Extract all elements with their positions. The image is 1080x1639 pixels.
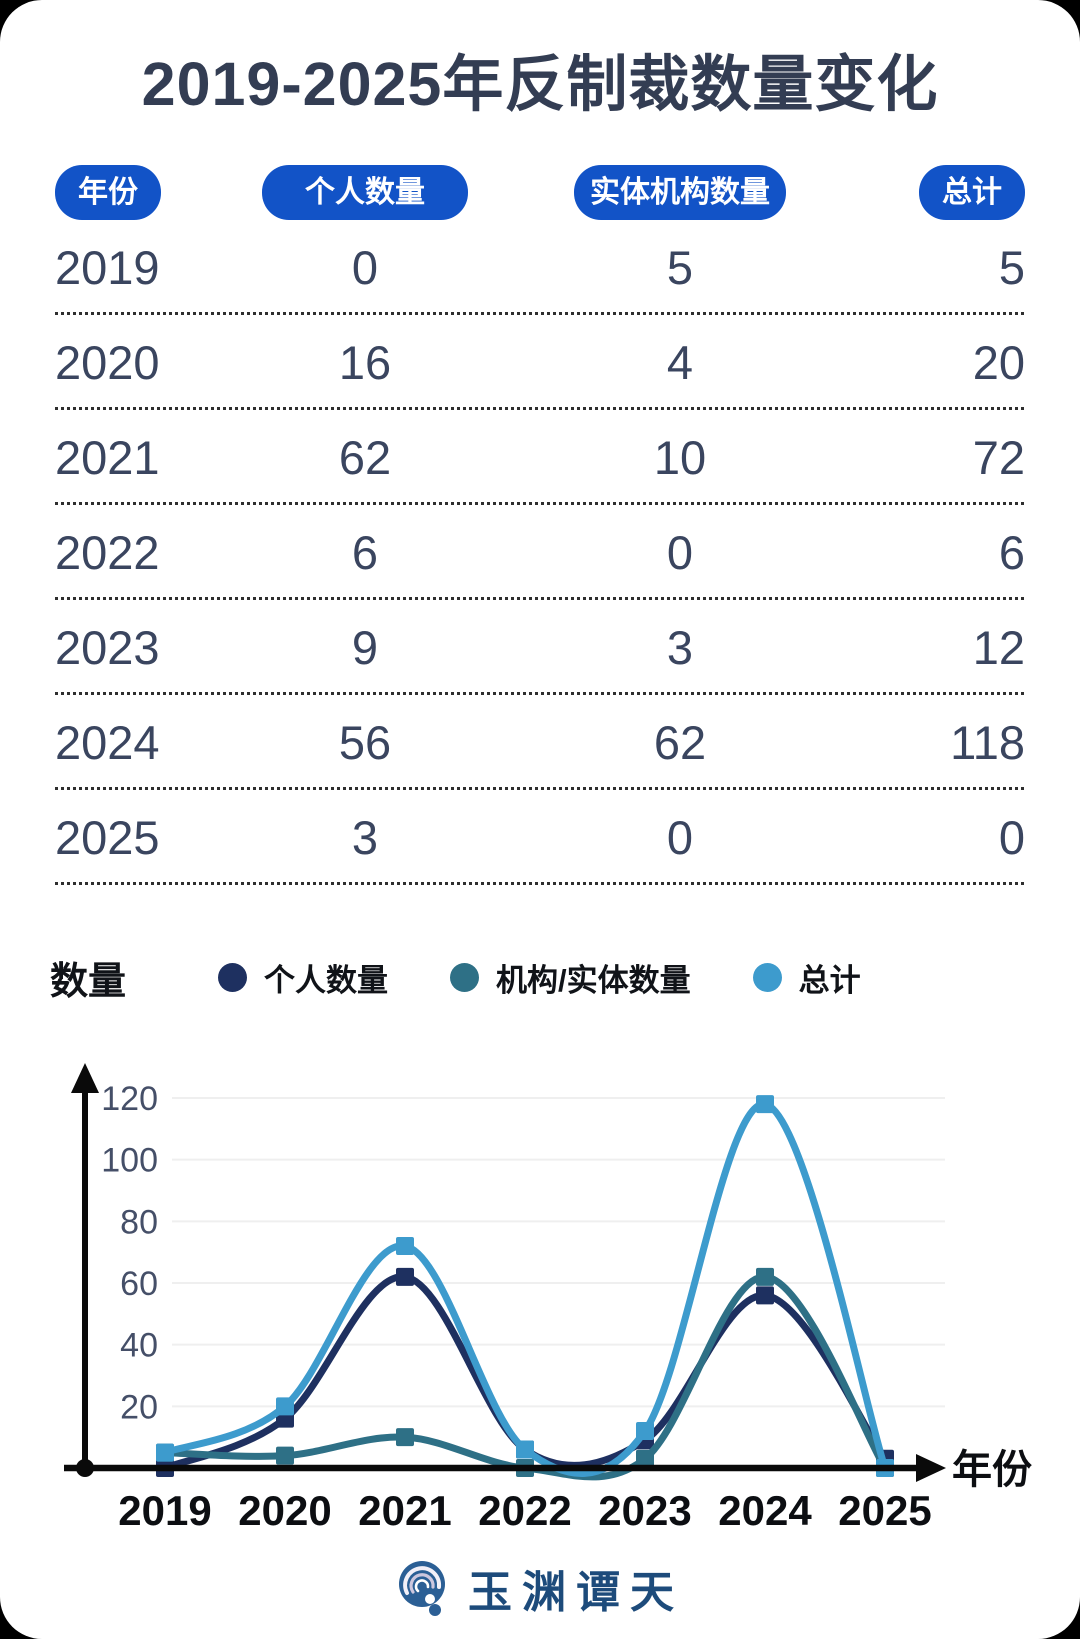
series-line — [161, 1273, 889, 1472]
entities-cell: 62 — [653, 716, 707, 769]
total-cell: 118 — [950, 716, 1025, 769]
total-cell: 5 — [998, 241, 1025, 294]
x-tick-label: 2020 — [238, 1487, 331, 1534]
sanctions-table: 2019 0 5 5 2020 16 4 20 2021 62 10 72 20… — [0, 220, 1080, 885]
table-row: 2019 0 5 5 — [55, 220, 1025, 315]
data-point-marker — [276, 1397, 294, 1416]
x-tick-label: 2024 — [718, 1487, 812, 1534]
line-chart: 20 40 60 80 100 120 2019 2020 2021 2022 2023 2024 20… — [64, 1063, 1032, 1534]
x-tick-label: 2019 — [118, 1487, 211, 1534]
data-point-marker — [756, 1267, 774, 1286]
year-cell: 2020 — [55, 336, 160, 389]
year-cell: 2022 — [55, 526, 160, 579]
data-point-marker — [756, 1286, 774, 1305]
data-point-marker — [396, 1267, 414, 1286]
y-tick-label: 120 — [101, 1080, 158, 1118]
data-point-marker — [636, 1422, 654, 1440]
y-tick-label: 80 — [120, 1203, 158, 1241]
brand-logo-text: 玉渊谭天 — [468, 1567, 684, 1618]
total-cell: 6 — [998, 526, 1025, 579]
table-row: 2024 56 62 118 — [55, 695, 1025, 790]
x-axis-arrow-icon — [916, 1454, 946, 1482]
individuals-cell: 0 — [351, 241, 379, 294]
entities-cell: 5 — [666, 241, 694, 294]
chart-legend: 个人数量 机构/实体数量 总计 — [218, 955, 861, 1000]
header-pill-total: 总计 — [919, 165, 1025, 220]
total-cell: 20 — [972, 336, 1025, 389]
header-pill-year: 年份 — [55, 165, 161, 220]
y-tick-label: 60 — [120, 1265, 158, 1303]
legend-dot-total — [752, 962, 782, 992]
x-tick-label: 2022 — [478, 1487, 571, 1534]
data-point-marker — [156, 1443, 174, 1462]
table-header-row: 年份 个人数量 实体机构数量 总计 — [55, 165, 1025, 220]
individuals-cell: 9 — [351, 621, 379, 674]
entities-cell: 0 — [666, 526, 694, 579]
data-point-marker — [276, 1446, 294, 1465]
entities-cell: 0 — [666, 811, 694, 864]
year-cell: 2024 — [55, 716, 160, 769]
individuals-cell: 16 — [338, 336, 392, 389]
year-cell: 2021 — [55, 431, 160, 484]
individuals-cell: 62 — [338, 431, 392, 484]
table-row: 2021 62 10 72 — [55, 410, 1025, 505]
brand-logo-icon — [399, 1561, 445, 1616]
x-axis-label: 年份 — [952, 1448, 1032, 1492]
total-cell: 72 — [972, 431, 1025, 484]
entities-cell: 10 — [653, 431, 707, 484]
legend-label-total: 总计 — [798, 962, 861, 998]
y-tick-label: 20 — [120, 1388, 158, 1426]
y-axis-label: 数量 — [50, 960, 127, 1003]
header-pill-individuals: 个人数量 — [262, 165, 468, 220]
data-point-marker — [396, 1428, 414, 1447]
x-tick-label: 2023 — [598, 1487, 691, 1534]
data-point-marker — [756, 1095, 774, 1114]
individuals-cell: 6 — [351, 526, 379, 579]
chart-legend-row: 数量 个人数量 机构/实体数量 总计 — [50, 949, 1030, 1005]
year-cell: 2025 — [55, 811, 160, 864]
y-tick-label: 40 — [120, 1327, 158, 1365]
table-row: 2022 6 0 6 — [55, 505, 1025, 600]
legend-dot-entities — [450, 962, 480, 992]
table-row: 2025 3 0 0 — [55, 790, 1025, 885]
year-cell: 2019 — [55, 241, 160, 294]
x-tick-label: 2025 — [838, 1487, 931, 1534]
entities-cell: 4 — [666, 336, 694, 389]
data-point-marker — [636, 1449, 654, 1468]
origin-dot — [76, 1459, 94, 1477]
data-point-marker — [396, 1237, 414, 1255]
legend-label-individuals: 个人数量 — [264, 962, 389, 998]
y-tick-label: 100 — [101, 1142, 158, 1180]
y-axis-arrow-icon — [71, 1063, 99, 1093]
individuals-cell: 3 — [351, 811, 379, 864]
legend-item-entities: 机构/实体数量 — [450, 955, 691, 1000]
footer: 玉渊谭天 — [0, 1553, 1080, 1623]
data-point-marker — [516, 1440, 534, 1459]
table-row: 2023 9 3 12 — [55, 600, 1025, 695]
legend-label-entities: 机构/实体数量 — [496, 962, 691, 998]
table-row: 2020 16 4 20 — [55, 315, 1025, 410]
series-line — [161, 1273, 889, 1481]
individuals-cell: 56 — [338, 716, 392, 769]
total-cell: 0 — [998, 811, 1025, 864]
x-tick-label: 2021 — [358, 1487, 451, 1534]
total-cell: 12 — [972, 621, 1025, 674]
year-cell: 2023 — [55, 621, 160, 674]
legend-item-individuals: 个人数量 — [218, 955, 388, 1000]
page-title: 2019-2025年反制裁数量变化 — [141, 50, 939, 118]
header-pill-entities: 实体机构数量 — [574, 165, 786, 220]
entities-cell: 3 — [666, 621, 694, 674]
legend-dot-individuals — [218, 962, 248, 992]
legend-item-total: 总计 — [752, 955, 861, 1000]
